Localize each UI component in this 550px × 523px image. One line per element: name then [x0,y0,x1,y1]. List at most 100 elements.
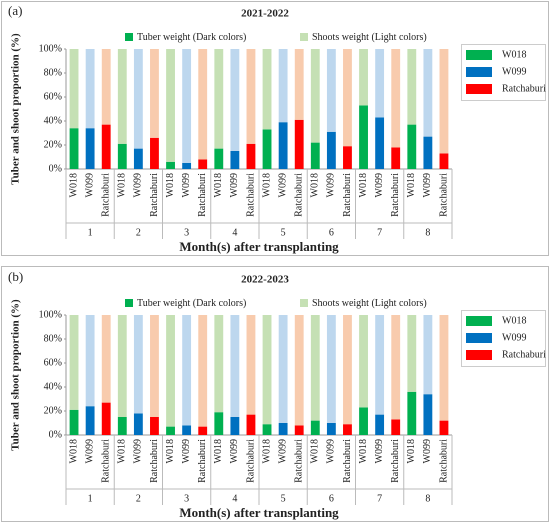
bar-tuber [423,136,433,169]
bar-shoots [214,315,224,413]
bar-tuber [117,417,127,435]
x-tick-label: W099 [277,173,288,197]
bar-tuber [230,151,240,169]
legend-label: Tuber weight (Dark colors) [137,298,246,309]
x-tick-label: W099 [181,439,192,463]
x-tick-label: W099 [84,173,95,197]
legend-label: W018 [502,49,526,60]
bar-tuber [214,148,224,169]
bar-tuber [343,424,352,435]
legend-swatch [466,333,492,343]
bar-tuber [166,426,175,435]
x-tick-label: W018 [68,439,79,463]
group-label: 2 [136,227,141,238]
group-label: 7 [377,227,382,238]
group-label: 4 [232,493,237,504]
x-tick-label: W099 [84,439,95,463]
bar-tuber [294,119,304,169]
y-axis-title: Tuber and shoot proportion (%) [10,299,22,451]
bar-shoots [150,315,159,417]
bar-shoots [166,315,175,427]
bar-shoots [359,49,368,106]
x-tick-label: W099 [374,173,385,197]
bar-shoots [310,49,320,143]
group-label: 1 [88,493,93,504]
legend-label: Tuber weight (Dark colors) [137,32,246,43]
bar-shoots [423,49,433,137]
legend-swatch [300,33,308,41]
y-tick-label: 0% [49,163,62,174]
group-label: 4 [232,227,237,238]
legend-frame [461,310,546,367]
x-tick-label: W099 [229,173,240,197]
x-axis-title: Month(s) after transplanting [179,505,339,520]
legend-label: Ratchaburi [502,349,546,360]
bar-shoots [439,315,449,421]
bar-tuber [262,129,272,169]
bar-tuber [310,142,320,169]
x-tick-label: W099 [277,439,288,463]
bar-shoots [198,315,208,427]
bar-tuber [85,406,95,435]
bar-tuber [439,420,449,435]
bar-shoots [230,49,240,151]
bar-shoots [262,315,272,425]
bar-tuber [69,128,79,169]
bar-tuber [246,414,256,435]
bar-shoots [101,49,111,125]
x-tick-label: W099 [181,173,192,197]
group-label: 7 [377,493,382,504]
group-label: 8 [425,227,430,238]
bar-tuber [198,159,208,169]
legend-swatch [125,299,133,307]
legend-swatch [466,84,492,94]
bar-shoots [326,49,336,132]
bar-shoots [85,49,95,129]
legend-swatch [466,67,492,77]
bar-tuber [391,147,401,169]
x-tick-label: W018 [213,439,224,463]
bar-tuber [359,105,368,169]
x-tick-label: W018 [68,173,79,197]
bar-tuber [294,425,304,435]
bar-tuber [85,128,95,169]
bar-tuber [182,163,192,169]
x-tick-label: W018 [165,439,176,463]
group-label: 5 [281,493,286,504]
bar-shoots [423,315,433,395]
legend-swatch [300,299,308,307]
bar-tuber [423,394,433,435]
bar-tuber [133,148,143,169]
x-tick-label: Ratchaburi [294,173,305,217]
y-tick-label: 40% [44,115,62,126]
legend-label: W099 [502,332,526,343]
legend-frame [461,44,546,101]
bar-shoots [117,49,127,144]
bar-shoots [326,315,336,423]
bar-tuber [246,143,256,169]
bar-shoots [343,49,352,147]
bar-tuber [326,131,336,169]
x-tick-label: Ratchaburi [149,173,160,217]
x-tick-label: Ratchaburi [197,173,208,217]
bar-tuber [182,425,192,435]
bar-tuber [439,153,449,169]
y-tick-label: 60% [44,357,62,368]
y-tick-label: 60% [44,91,62,102]
x-tick-label: Ratchaburi [438,439,449,483]
x-tick-label: W099 [422,173,433,197]
x-tick-label: Ratchaburi [245,439,256,483]
bar-tuber [407,124,417,169]
bar-shoots [246,315,256,415]
bar-tuber [150,137,159,169]
legend-swatch [466,50,492,60]
x-tick-label: Ratchaburi [342,173,353,217]
bar-shoots [198,49,208,160]
bar-shoots [262,49,272,130]
bar-shoots [166,49,175,162]
bar-shoots [133,49,143,149]
x-tick-label: W018 [358,439,369,463]
y-tick-label: 40% [44,381,62,392]
bar-shoots [117,315,127,417]
bar-shoots [101,315,111,403]
